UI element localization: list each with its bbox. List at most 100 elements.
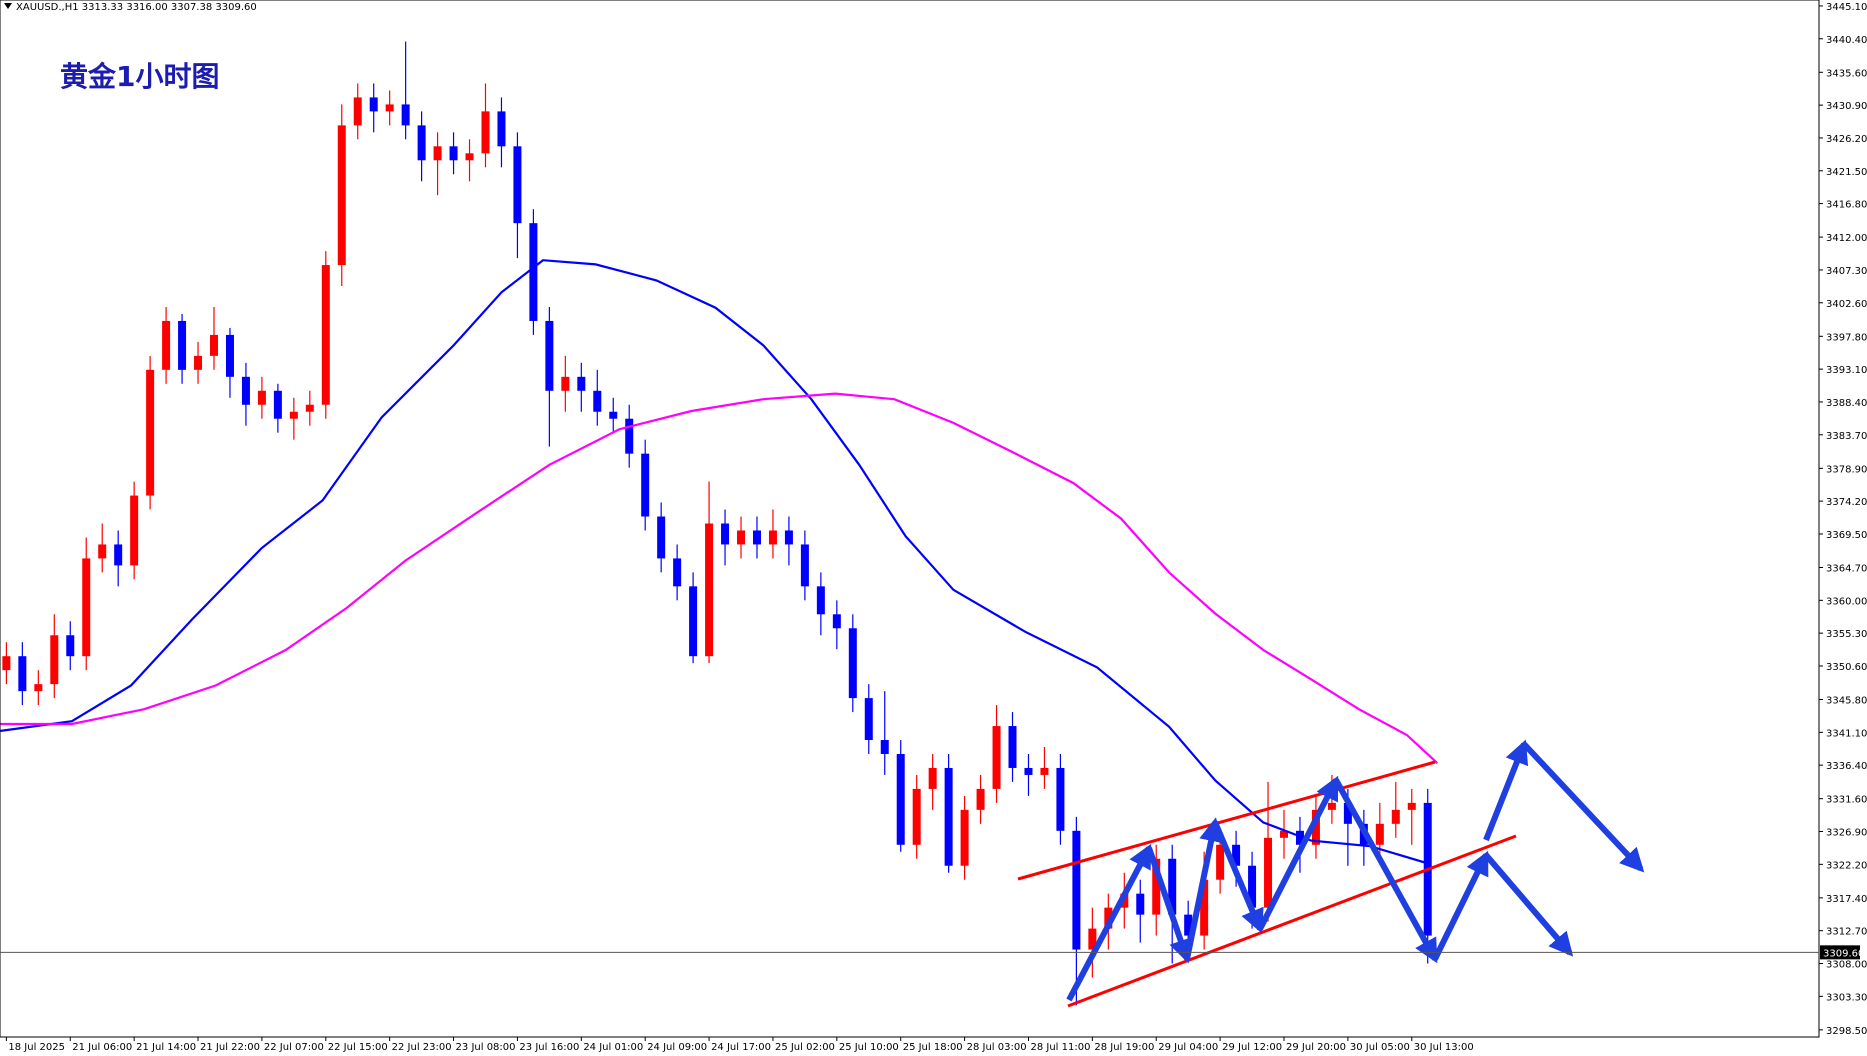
candle-body: [800, 544, 809, 587]
x-tick-label: 23 Jul 16:00: [519, 1042, 579, 1053]
marks: [0, 41, 1439, 1006]
y-tick-label: 3393.10: [1826, 365, 1867, 376]
y-tick-label: 3308.00: [1826, 960, 1867, 971]
candle-body: [816, 586, 825, 615]
candle-body: [1152, 858, 1161, 915]
candle-body: [98, 544, 107, 559]
y-tick-label: 3445.10: [1826, 2, 1867, 13]
candle-body: [1295, 830, 1304, 845]
candle-body: [417, 125, 426, 161]
candle-body: [225, 334, 234, 377]
y-tick-label: 3322.20: [1826, 860, 1867, 871]
y-tick-label: 3426.20: [1826, 134, 1867, 145]
annotations: [1017, 739, 1645, 1008]
y-tick-label: 3360.00: [1826, 596, 1867, 607]
candle-body: [337, 125, 346, 266]
candle-body: [976, 788, 985, 810]
x-tick-label: 22 Jul 07:00: [264, 1042, 324, 1053]
candle-body: [880, 740, 889, 754]
candle-body: [130, 495, 139, 566]
candle-body: [385, 104, 394, 112]
x-tick-label: 21 Jul 22:00: [200, 1042, 260, 1053]
candle-body: [114, 544, 123, 566]
candle-body: [705, 523, 714, 657]
x-tick-label: 23 Jul 08:00: [456, 1042, 516, 1053]
trend-line: [1067, 834, 1517, 1008]
candle-body: [721, 523, 730, 545]
price-label-box: [1820, 945, 1860, 960]
candle-body: [1391, 809, 1400, 824]
x-tick-label: 22 Jul 23:00: [392, 1042, 452, 1053]
y-tick-label: 3369.50: [1826, 530, 1867, 541]
candle-body: [433, 146, 442, 161]
candle-body: [513, 146, 522, 224]
y-tick-label: 3336.40: [1826, 761, 1867, 772]
candle-body: [497, 111, 506, 147]
y-tick-label: 3298.50: [1826, 1026, 1867, 1037]
y-tick-label: 3364.70: [1826, 563, 1867, 574]
y-tick-label: 3341.10: [1826, 728, 1867, 739]
y-tick-label: 3407.30: [1826, 266, 1867, 277]
price-label: 3309.60: [1823, 948, 1864, 959]
y-tick-label: 3355.30: [1826, 629, 1867, 640]
candle-body: [1072, 830, 1081, 950]
y-tick-label: 3303.30: [1826, 992, 1867, 1003]
candle-body: [369, 97, 378, 112]
candle-body: [401, 104, 410, 126]
candle-body: [1008, 726, 1017, 768]
candle-body: [178, 320, 187, 370]
x-tick-label: 21 Jul 14:00: [136, 1042, 196, 1053]
candle-body: [1280, 830, 1288, 838]
candle-body: [1343, 802, 1352, 824]
candle-body: [1056, 767, 1065, 831]
y-tick-label: 3383.70: [1826, 431, 1867, 442]
x-tick-label: 25 Jul 10:00: [839, 1042, 899, 1053]
candle-body: [1200, 879, 1209, 936]
y-tick-label: 3412.00: [1826, 233, 1867, 244]
y-tick-label: 3350.60: [1826, 662, 1867, 673]
y-tick-label: 3378.90: [1826, 464, 1867, 475]
candle-body: [577, 376, 586, 391]
candle-body: [18, 656, 27, 692]
candle-body: [273, 390, 282, 419]
candle-body: [912, 788, 921, 845]
trend-line: [1017, 760, 1436, 881]
candle-body: [768, 530, 777, 545]
candle-body: [673, 558, 682, 587]
candle-body: [465, 153, 474, 161]
candle-body: [321, 265, 330, 405]
candle-body: [257, 390, 266, 405]
candle-body: [82, 558, 91, 657]
x-tick-label: 28 Jul 03:00: [967, 1042, 1027, 1053]
x-tick-label: 25 Jul 02:00: [775, 1042, 835, 1053]
candle-body: [896, 753, 905, 845]
candle-body: [481, 111, 490, 154]
x-tick-label: 30 Jul 13:00: [1414, 1042, 1474, 1053]
candle-body: [737, 530, 746, 545]
candle-body: [1168, 858, 1177, 915]
forecast-arrows: [1066, 739, 1645, 1002]
candle-body: [305, 404, 314, 412]
y-tick-label: 3374.20: [1826, 497, 1867, 508]
candle-body: [162, 320, 171, 370]
y-tick-label: 3440.40: [1826, 35, 1867, 46]
candle-body: [449, 146, 458, 161]
candle-body: [1311, 809, 1320, 845]
x-tick-label: 29 Jul 04:00: [1158, 1042, 1218, 1053]
candle-body: [752, 530, 761, 545]
y-tick-label: 3326.90: [1826, 828, 1867, 839]
candle-body: [1216, 844, 1225, 880]
candle-body: [832, 614, 841, 629]
candle-body: [657, 516, 666, 559]
candle-body: [1088, 928, 1097, 950]
y-tick-label: 3397.80: [1826, 332, 1867, 343]
y-tick-label: 3331.60: [1826, 795, 1867, 806]
menu-triangle[interactable]: [4, 3, 12, 9]
candle-body: [928, 767, 937, 789]
candle-body: [1136, 893, 1145, 915]
x-tick-label: 29 Jul 20:00: [1286, 1042, 1346, 1053]
chart-title: 黄金1小时图: [60, 60, 219, 93]
candle-body: [50, 635, 59, 685]
candle-body: [1104, 907, 1113, 929]
